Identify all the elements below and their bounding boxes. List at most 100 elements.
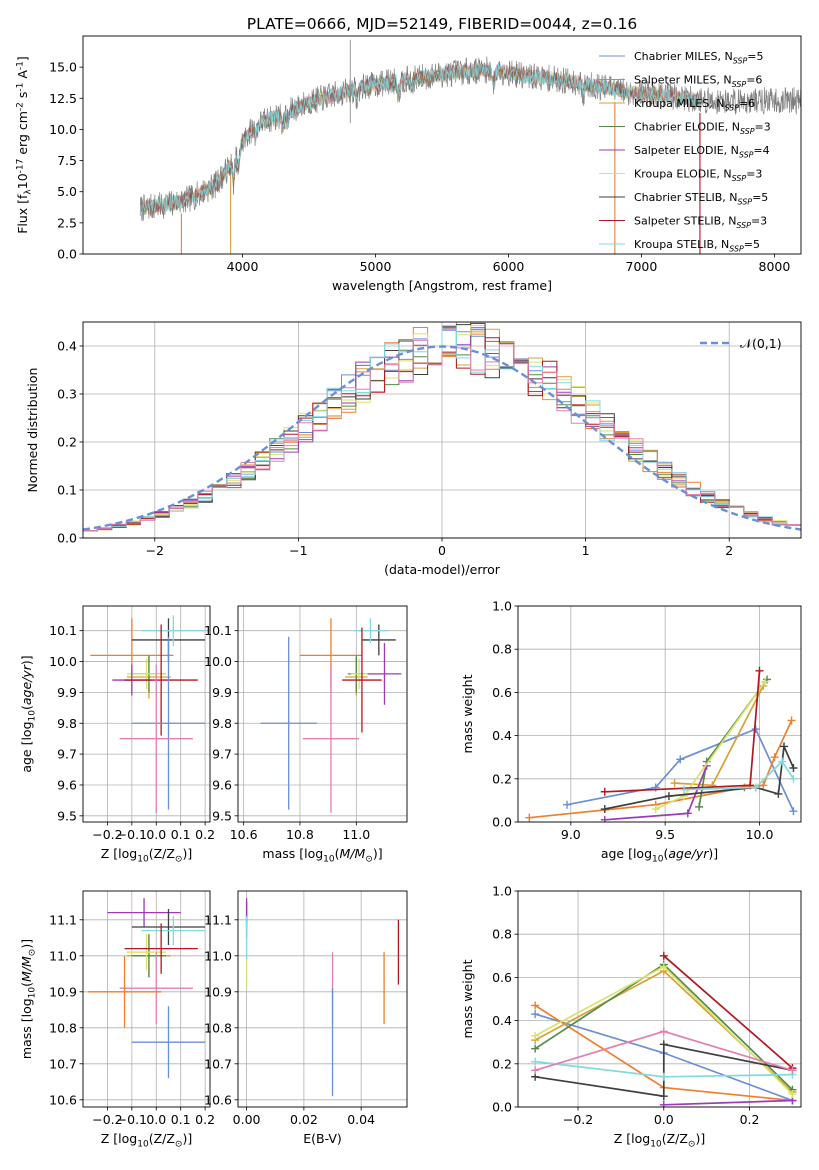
y-tick-label: 0.3: [57, 387, 77, 402]
legend-label: Salpeter ELODIE, NSSP=4: [634, 144, 770, 160]
model-spectrum: [141, 62, 702, 216]
y-tick-label: 1.0: [492, 599, 512, 614]
weight-point: [659, 962, 668, 971]
x-axis-label: wavelength [Angstrom, rest frame]: [332, 278, 552, 293]
observed-spectrum: [139, 56, 801, 222]
plot-area: [245, 898, 400, 1097]
y-tick-label: 0.6: [492, 970, 512, 985]
weight-point: [780, 742, 789, 751]
weight-point: [659, 1072, 668, 1081]
weight-point: [680, 785, 689, 794]
x-tick-label: 0.1: [171, 1112, 191, 1127]
residual-histogram: [83, 339, 801, 532]
y-tick-label: 10.1: [49, 623, 77, 638]
weight-point: [759, 781, 768, 790]
plot-area: [531, 951, 797, 1107]
y-tick-label: 0.2: [57, 435, 77, 450]
x-tick-label: 8000: [759, 259, 791, 274]
axes-frame: 9.0 9.5 10.0 0.0 0.2 0.4 0.6 0.8 1.0 age [log10(a…: [460, 599, 802, 865]
weight-line: [604, 743, 795, 810]
mass-vs-metallicity-panel: −0.2−0.1 0.0 0.1 0.2 10.6 10.7 10.8 10.9 11.0 11.…: [19, 890, 215, 1150]
x-tick-label: 0.1: [171, 827, 191, 842]
weight-point: [563, 800, 572, 809]
weight-vs-age-panel: 9.0 9.5 10.0 0.0 0.2 0.4 0.6 0.8 1.0 age [log10(a…: [460, 599, 802, 865]
y-tick-label: 9.8: [212, 716, 232, 731]
y-tick-label: 10.1: [204, 623, 232, 638]
y-tick-label: 9.7: [57, 747, 77, 762]
x-tick-label: 5000: [360, 259, 392, 274]
y-tick-label: 11.1: [49, 912, 77, 927]
y-tick-label: 0.1: [57, 483, 77, 498]
y-tick-label: 10.0: [204, 654, 232, 669]
weight-point: [525, 813, 534, 822]
figure-title: PLATE=0666, MJD=52149, FIBERID=0044, z=0…: [247, 15, 637, 33]
x-tick-label: 7000: [626, 259, 658, 274]
x-tick-label: −0.1: [117, 1112, 147, 1127]
y-tick-label: 9.6: [57, 777, 77, 792]
x-tick-label: 1: [582, 543, 590, 558]
weight-point: [600, 815, 609, 822]
x-tick-label: 2: [725, 543, 733, 558]
y-tick-label: 1.0: [492, 884, 512, 899]
y-tick-label: 0.4: [57, 339, 77, 354]
x-tick-label: 9.0: [561, 827, 581, 842]
x-tick-label: −0.2: [563, 1112, 593, 1127]
axes-border: [237, 605, 408, 823]
y-tick-label: 11.1: [204, 912, 232, 927]
x-tick-label: −0.1: [117, 827, 147, 842]
weight-point: [670, 779, 679, 788]
axes-border: [517, 890, 802, 1108]
y-tick-label: 0.4: [492, 728, 512, 743]
y-tick-label: 10.7: [204, 1056, 232, 1071]
legend-label: Kroupa STELIB, NSSP=5: [634, 238, 760, 254]
weight-point: [659, 1100, 668, 1107]
legend-label: Salpeter STELIB, NSSP=3: [634, 215, 767, 231]
x-tick-label: 6000: [493, 259, 525, 274]
y-tick-label: 10.0: [49, 122, 77, 137]
x-axis-label: E(B-V): [303, 1131, 342, 1146]
y-tick-label: 11.0: [204, 948, 232, 963]
x-tick-label: 0.0: [654, 1112, 674, 1127]
mass-vs-extinction-panel: 0.00 0.02 0.04 10.6 10.7 10.8 10.9 11.0 11.1 E(B-…: [204, 890, 408, 1146]
weight-point: [695, 802, 704, 811]
y-tick-label: 0.8: [492, 642, 512, 657]
y-tick-label: 10.7: [49, 1056, 77, 1071]
legend-label: Chabrier STELIB, NSSP=5: [634, 191, 768, 207]
plot-area: [525, 666, 798, 822]
weight-point: [788, 1066, 797, 1075]
weight-line: [663, 1099, 793, 1106]
axes-frame: −0.2−0.1 0.0 0.1 0.2 10.6 10.7 10.8 10.9 11.0 11.…: [19, 890, 215, 1150]
axes-border: [82, 605, 211, 823]
axes-frame: 0.00 0.02 0.04 10.6 10.7 10.8 10.9 11.0 11.1 E(B-…: [204, 890, 408, 1146]
age-vs-metallicity-panel: −0.2−0.1 0.0 0.1 0.2 9.5 9.6 9.7 9.8 9.9 10.0 10.1…: [19, 605, 215, 865]
weight-point: [659, 1040, 668, 1049]
x-tick-label: 0: [438, 543, 446, 558]
y-axis-label: mass weight: [460, 674, 475, 753]
gaussian-legend-label: 𝒩(0,1): [740, 336, 782, 351]
x-tick-label: 11.0: [342, 827, 370, 842]
weight-point: [770, 753, 779, 762]
x-tick-label: 10.0: [746, 827, 774, 842]
y-tick-label: 0.0: [492, 1100, 512, 1115]
gaussian-curve: [83, 345, 801, 531]
y-tick-label: 9.9: [57, 685, 77, 700]
y-tick-label: 10.0: [49, 654, 77, 669]
x-tick-label: 10.8: [286, 827, 314, 842]
y-tick-label: 0.0: [57, 247, 77, 262]
x-tick-label: 0.0: [146, 1112, 166, 1127]
y-tick-label: 10.8: [49, 1020, 77, 1035]
x-tick-label: 0.00: [233, 1112, 261, 1127]
y-tick-label: 9.5: [212, 808, 232, 823]
legend-label: Kroupa ELODIE, NSSP=3: [634, 168, 762, 184]
y-tick-label: 0.6: [492, 685, 512, 700]
weight-line: [663, 955, 793, 1069]
axes-border: [82, 35, 802, 255]
weight-vs-metallicity-panel: −0.2 0.0 0.2 0.0 0.2 0.4 0.6 0.8 1.0 Z [log10(Z/Z…: [460, 884, 802, 1150]
x-tick-label: 0.2: [740, 1112, 760, 1127]
axes-frame: 4000 5000 6000 7000 8000 0.0 2.5 5.0 7.5 10.0 12.5…: [15, 35, 802, 293]
weight-point: [531, 1057, 540, 1066]
axes-border: [82, 890, 211, 1108]
x-tick-label: 0.0: [146, 827, 166, 842]
y-tick-label: 0.0: [57, 531, 77, 546]
